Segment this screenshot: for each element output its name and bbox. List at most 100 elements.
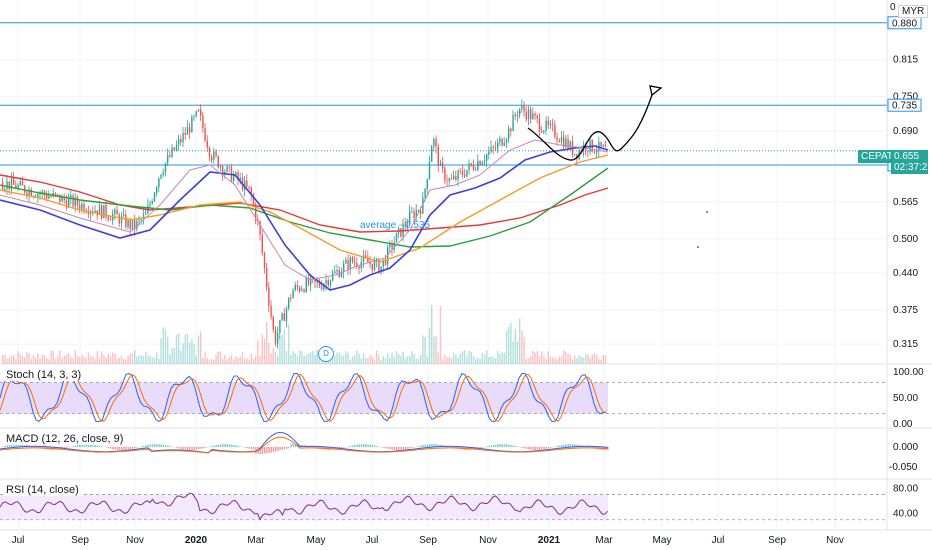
volume-bar (54, 358, 57, 364)
candle-body (483, 160, 486, 163)
candle-body (197, 109, 200, 112)
candle-body (180, 139, 182, 143)
candle-body (164, 163, 167, 173)
candle-body (257, 219, 259, 222)
stoch-pane[interactable] (0, 372, 887, 423)
candle-body (303, 289, 305, 292)
volume-bar (292, 350, 294, 364)
volume-bar (252, 359, 255, 364)
candle-body (404, 223, 406, 227)
candle-body (413, 211, 415, 218)
volume-bar (444, 354, 446, 364)
candle-body (538, 118, 541, 131)
macd-histogram-bar (481, 447, 484, 448)
rsi-pane[interactable] (0, 492, 887, 521)
macd-histogram-bar (57, 447, 59, 450)
volume-bar (593, 353, 596, 364)
macd-histogram-bar (101, 446, 103, 447)
dividend-marker[interactable]: D (318, 346, 334, 362)
macd-histogram-bar (261, 447, 264, 454)
candle-body (145, 213, 147, 215)
volume-bar (48, 359, 50, 364)
rsi-label[interactable]: RSI (14, close) (4, 484, 81, 496)
time-axis-label: Nov (479, 535, 497, 546)
candle-body (516, 115, 519, 117)
macd-histogram-bar (490, 445, 492, 447)
volume-bar (505, 330, 508, 364)
main-pane[interactable] (0, 22, 887, 364)
average-annotation[interactable]: average - 0.535 (360, 220, 431, 231)
macd-histogram-bar (352, 445, 354, 447)
currency-badge[interactable]: MYR (898, 5, 929, 18)
volume-bar (514, 328, 516, 364)
macd-histogram-bar (514, 446, 517, 447)
candle-body (558, 140, 560, 143)
volume-bar (151, 357, 153, 364)
volume-bar (68, 353, 70, 364)
macd-histogram-bar (508, 444, 510, 447)
volume-bar (382, 356, 384, 364)
volume-bar (312, 350, 314, 364)
volume-bar (367, 357, 369, 364)
macd-label[interactable]: MACD (12, 26, close, 9) (4, 433, 126, 445)
volume-bar (233, 359, 235, 364)
candle-body (211, 156, 213, 161)
macd-histogram-bar (283, 447, 286, 450)
volume-bar (290, 355, 292, 364)
candle-body (233, 175, 235, 182)
volume-bar (580, 356, 582, 364)
volume-bar (204, 351, 206, 364)
macd-histogram-bar (382, 447, 385, 448)
candle-body (547, 120, 549, 126)
volume-bar (274, 351, 277, 364)
rsi-tick-label: 40.00 (893, 508, 918, 519)
macd-histogram-bar (246, 447, 248, 449)
stoch-label[interactable]: Stoch (14, 3, 3) (4, 369, 84, 381)
volume-bar (202, 357, 204, 364)
macd-histogram-bar (74, 445, 77, 447)
candle-body (345, 259, 347, 264)
macd-histogram-bar (202, 447, 204, 449)
candle-body (206, 140, 208, 148)
candle-body (468, 163, 470, 170)
volume-bar (281, 334, 283, 364)
candle-body (505, 139, 508, 143)
volume-bar (343, 355, 345, 364)
candle-body (292, 290, 294, 299)
macd-histogram-bar (492, 444, 495, 447)
volume-bar (191, 338, 193, 364)
candle-body (19, 181, 21, 186)
volume-bar (501, 352, 503, 364)
macd-histogram-bar (541, 447, 543, 450)
volume-bar (228, 357, 230, 364)
volume-bar (299, 350, 301, 364)
candle-body (21, 181, 24, 186)
macd-histogram-bar (81, 444, 83, 447)
volume-bar (552, 357, 554, 364)
macd-histogram-bar (90, 444, 92, 447)
price-axis[interactable]: 0.815 0.750 0.690 0.565 0.500 0.440 0.375 0.315… (887, 16, 924, 520)
volume-bar (351, 356, 354, 364)
candle-body (437, 146, 439, 167)
macd-histogram-bar (116, 447, 118, 450)
volume-bar (420, 355, 422, 364)
symbol-badge[interactable]: CEPAT (858, 150, 896, 163)
macd-histogram-bar (110, 447, 112, 449)
volume-bar (112, 352, 114, 364)
candle-body (50, 196, 52, 198)
volume-bar (314, 354, 316, 364)
volume-bar (461, 351, 464, 364)
candle-body (167, 155, 169, 164)
candle-body (318, 281, 321, 287)
time-axis[interactable]: Jul Sep Nov 2020 Mar May Jul Sep Nov 2021 Mar May Ju… (12, 535, 844, 546)
candle-body (492, 146, 494, 148)
volume-bar (354, 355, 356, 364)
volume-bar (283, 329, 285, 364)
macd-histogram-bar (387, 447, 389, 449)
macd-pane[interactable] (0, 431, 609, 454)
candle-body (263, 253, 266, 268)
candle-body (499, 138, 501, 143)
volume-bar (195, 355, 197, 364)
macd-histogram-bar (281, 447, 283, 450)
